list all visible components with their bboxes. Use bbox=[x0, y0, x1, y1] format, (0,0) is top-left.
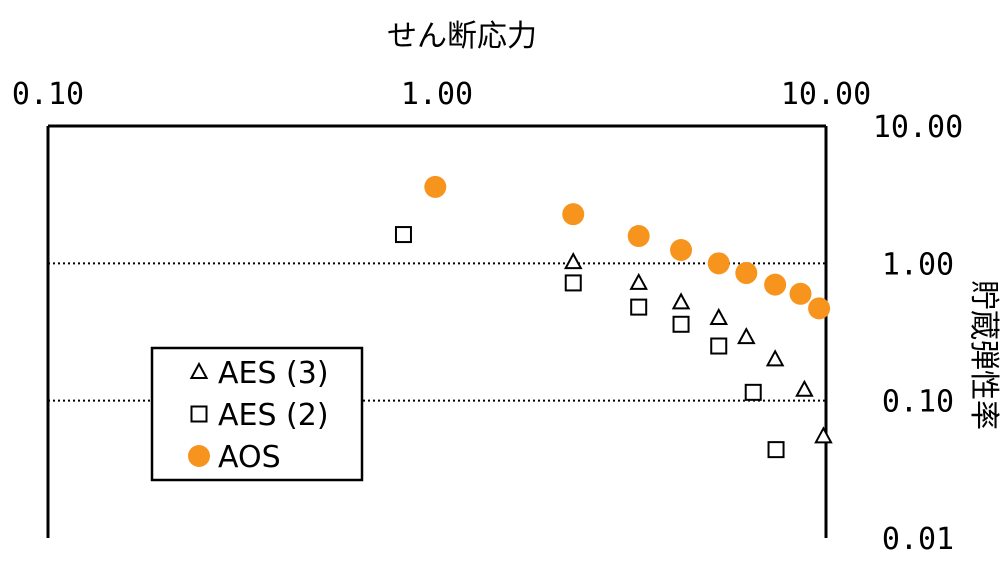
legend-marker bbox=[188, 445, 210, 467]
data-point bbox=[627, 225, 650, 248]
series-2 bbox=[424, 175, 831, 320]
data-point bbox=[735, 262, 758, 285]
x-tick-labels: 0.10 1.00 10.00 bbox=[12, 77, 871, 112]
x-tick-label: 1.00 bbox=[401, 77, 473, 112]
legend-box bbox=[150, 346, 364, 482]
y-tick-label: 0.10 bbox=[882, 385, 954, 420]
legend: AES (3) AES (2) AOS bbox=[150, 346, 364, 482]
data-point bbox=[765, 349, 785, 367]
x-axis-title: せん断応力 bbox=[387, 19, 537, 54]
data-point bbox=[710, 337, 728, 355]
data-point bbox=[672, 315, 690, 333]
data-point bbox=[562, 203, 585, 226]
legend-label: AES (2) bbox=[218, 398, 329, 433]
data-point bbox=[424, 175, 447, 198]
y-axis-title: 貯蔵弾性率 bbox=[966, 280, 1000, 430]
y-tick-labels: 10.00 1.00 0.10 0.01 bbox=[873, 110, 963, 557]
series-1 bbox=[394, 226, 785, 459]
data-point bbox=[764, 273, 787, 296]
legend-label: AES (3) bbox=[218, 356, 329, 391]
x-tick-label: 0.10 bbox=[12, 77, 84, 112]
data-point bbox=[630, 298, 648, 316]
data-point bbox=[737, 327, 756, 345]
data-point bbox=[670, 239, 693, 262]
data-point bbox=[767, 441, 785, 459]
data-point bbox=[563, 252, 583, 270]
data-point bbox=[709, 307, 729, 325]
data-point bbox=[814, 426, 833, 444]
y-tick-label: 10.00 bbox=[873, 110, 963, 145]
data-point bbox=[795, 379, 814, 397]
data-point bbox=[394, 226, 412, 244]
legend-marker bbox=[189, 361, 209, 379]
y-tick-label: 1.00 bbox=[882, 247, 954, 282]
data-point bbox=[789, 282, 812, 305]
data-point bbox=[564, 274, 582, 292]
series-0 bbox=[563, 252, 833, 444]
series-layer bbox=[394, 175, 833, 459]
data-point bbox=[744, 383, 762, 401]
plot-frame bbox=[46, 124, 828, 538]
data-point bbox=[629, 272, 648, 290]
legend-marker bbox=[190, 405, 208, 423]
legend-label: AOS bbox=[218, 440, 281, 475]
y-tick-label: 0.01 bbox=[882, 522, 954, 557]
data-point bbox=[808, 297, 831, 320]
data-point bbox=[707, 252, 730, 275]
x-tick-label: 10.00 bbox=[781, 77, 871, 112]
data-point bbox=[671, 292, 691, 310]
